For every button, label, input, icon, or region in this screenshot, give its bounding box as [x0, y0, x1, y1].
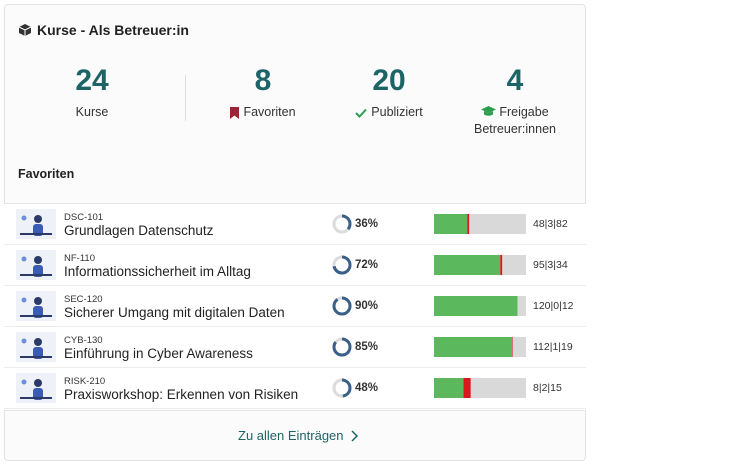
course-title: Einführung in Cyber Awareness — [64, 346, 253, 361]
stat: 4 Freigabe Betreuer:innen — [445, 64, 585, 138]
stat-value: 8 — [254, 64, 272, 97]
counts-label: 8|2|15 — [533, 382, 562, 394]
course-title: Sicherer Umgang mit digitalen Daten — [64, 305, 285, 320]
stat-label: Publiziert — [371, 105, 423, 119]
thumb-desk — [20, 274, 52, 276]
thumbnail — [16, 373, 56, 403]
link-text[interactable]: Zu allen Einträgen — [238, 428, 344, 443]
thumbnail — [16, 209, 56, 239]
bar-segment — [434, 214, 468, 234]
all-entries-link[interactable]: Zu allen Einträgen — [238, 428, 358, 443]
card-header: Kurse - Als Betreuer:in — [18, 22, 189, 38]
ring-value — [332, 296, 352, 316]
course-code: DSC-101 — [64, 212, 104, 223]
thumbnail — [16, 250, 56, 280]
ring-value — [332, 337, 352, 357]
thumb-person — [34, 379, 42, 387]
status-bar — [434, 255, 526, 275]
bar-segment — [434, 378, 464, 398]
status-bar — [434, 296, 526, 316]
counts-label: 48|3|82 — [533, 218, 568, 230]
stat: 20 Publiziert — [319, 64, 459, 121]
bar-segment — [463, 378, 471, 398]
counts-label: 120|0|12 — [533, 300, 574, 312]
ring-value — [332, 255, 352, 275]
stat-value: 20 — [372, 64, 406, 97]
bar-segment — [512, 337, 513, 357]
thumb-person — [34, 215, 42, 223]
thumb-desk — [20, 315, 52, 317]
thumb-person — [34, 338, 42, 346]
ring-value — [332, 214, 352, 234]
section-title: Favoriten — [18, 167, 75, 181]
bar-segment — [469, 214, 526, 234]
thumb-person — [34, 297, 42, 305]
progress-ring — [332, 214, 352, 234]
favorite-row[interactable]: NF-110 Informationssicherheit im Alltag 72… — [4, 245, 586, 286]
course-code: CYB-130 — [64, 335, 103, 346]
ring-value — [332, 378, 352, 398]
chevron-icon — [350, 429, 358, 442]
course-code: SEC-120 — [64, 294, 103, 305]
stat-label: Freigabe Betreuer:innen — [473, 105, 556, 136]
counts-label: 112|1|19 — [533, 341, 573, 353]
thumb-dot — [21, 379, 27, 385]
stat: 24 Kurse — [22, 64, 162, 121]
course-title: Informationssicherheit im Alltag — [64, 264, 251, 279]
bar-segment — [467, 214, 470, 234]
cap-icon — [481, 106, 497, 116]
status-bar — [434, 378, 526, 398]
bookmark-icon — [230, 106, 240, 119]
course-code: RISK-210 — [64, 376, 106, 387]
bar-segment — [470, 378, 526, 398]
percent-label: 36% — [355, 218, 379, 230]
bar-segment — [434, 337, 513, 357]
favorite-row[interactable]: CYB-130 Einführung in Cyber Awareness 85% 1… — [4, 327, 586, 368]
favorites-list: DSC-101 Grundlagen Datenschutz 36% 48|3|82 N… — [4, 203, 586, 411]
progress-ring — [332, 255, 352, 275]
percent-label: 48% — [355, 382, 379, 394]
favorite-row[interactable]: RISK-210 Praxisworkshop: Erkennen von Ris… — [4, 368, 586, 409]
stat-label: Favoriten — [243, 105, 296, 119]
stat-value: 4 — [506, 64, 524, 97]
course-title: Grundlagen Datenschutz — [64, 223, 214, 238]
thumbnail — [16, 291, 56, 321]
stat-label: Kurse — [75, 105, 109, 119]
bar-segment — [500, 255, 503, 275]
stat-value: 24 — [75, 64, 109, 97]
favorite-row[interactable]: DSC-101 Grundlagen Datenschutz 36% 48|3|82 — [4, 204, 586, 245]
thumb-desk — [20, 233, 52, 235]
status-bar — [434, 214, 526, 234]
counts-label: 95|3|34 — [533, 259, 568, 271]
percent-label: 90% — [355, 300, 379, 312]
progress-ring — [332, 337, 352, 357]
thumb-person — [34, 256, 42, 264]
thumb-dot — [21, 256, 27, 262]
card-title: Kurse - Als Betreuer:in — [37, 22, 189, 38]
thumb-dot — [21, 338, 27, 344]
bar-segment — [434, 255, 501, 275]
divider — [185, 75, 186, 121]
thumb-dot — [21, 215, 27, 221]
thumb-desk — [20, 356, 52, 358]
check-icon — [355, 108, 368, 118]
course-code: NF-110 — [64, 253, 95, 264]
thumb-desk — [20, 397, 52, 399]
thumb-dot — [21, 297, 27, 303]
percent-label: 85% — [355, 341, 379, 353]
bar-segment — [517, 296, 526, 316]
status-bar — [434, 337, 526, 357]
percent-label: 72% — [355, 259, 379, 271]
bar-segment — [502, 255, 526, 275]
favorite-row[interactable]: SEC-120 Sicherer Umgang mit digitalen Dat… — [4, 286, 586, 327]
stat: 8 Favoriten — [193, 64, 333, 121]
bar-segment — [512, 337, 526, 357]
box-icon — [18, 24, 32, 36]
bar-segment — [434, 296, 518, 316]
thumbnail — [16, 332, 56, 362]
course-title: Praxisworkshop: Erkennen von Risiken — [64, 387, 299, 402]
progress-ring — [332, 296, 352, 316]
progress-ring — [332, 378, 352, 398]
